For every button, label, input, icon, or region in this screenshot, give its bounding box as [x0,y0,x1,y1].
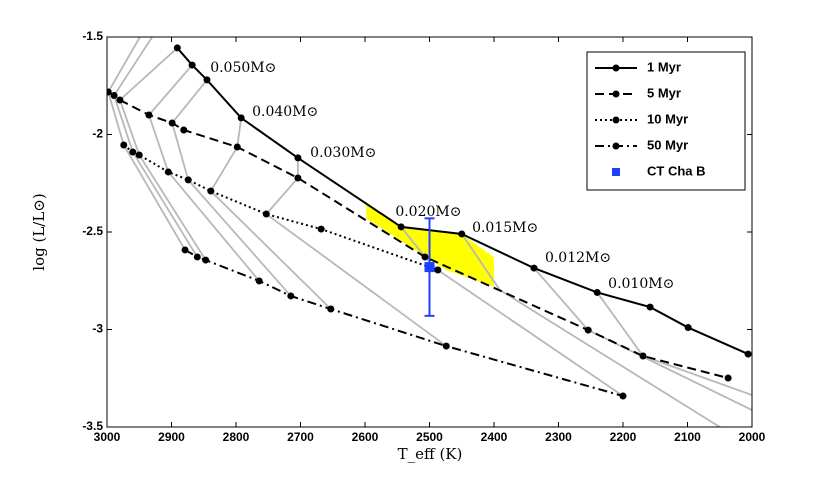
isochrone-line [107,91,729,380]
isochrone-point [684,324,692,332]
isochrone-point [327,305,335,313]
mass-label: 0.012M⊙ [545,250,611,266]
isochrone-point [202,256,210,264]
isochrone-point [233,143,241,151]
x-tick-label: 2900 [158,430,185,444]
isochrone-point [294,154,302,162]
isochrone-point [135,151,143,159]
isochrone-point [530,264,538,272]
isochrone-point [120,141,128,149]
isochrone-point [744,350,752,358]
x-tick-label: 3000 [94,430,121,444]
isochrone-point [294,174,302,182]
isochrone-point [421,253,429,261]
mass-track [264,157,447,347]
legend-label: CT Cha B [647,163,706,178]
y-tick-label: -2.5 [82,224,103,238]
mass-label: 0.040M⊙ [252,104,318,120]
x-tick-label: 2200 [610,430,637,444]
mass-track [113,37,199,258]
isochrone-point [145,111,153,119]
mass-track [107,37,186,251]
legend-marker [612,90,620,98]
legend-marker [612,64,620,72]
isochrone-point [188,61,196,69]
isochrone-point [116,96,124,104]
isochrone-point [593,288,601,296]
legend-marker [612,168,620,176]
isochrone-point [173,44,181,52]
x-axis-label: T_eff (K) [398,445,463,463]
isochrone-point [458,230,466,238]
isochrone-point [584,326,592,334]
isochrone-point [434,266,442,274]
mass-track [147,64,260,282]
mass-label: 0.020M⊙ [395,204,461,220]
isochrone-point [317,225,325,233]
mass-track [118,47,207,261]
isochrone-point [255,277,263,285]
isochrone-point [203,76,211,84]
isochrone-point [724,374,732,382]
isochrone-point [193,253,201,261]
legend-label: 5 Myr [647,85,681,100]
x-tick-label: 2300 [545,430,572,444]
isochrone-point [646,303,654,311]
y-tick-label: -3.5 [82,419,103,433]
isochrone-point [287,292,295,300]
isochrone-point [262,210,270,218]
isochrone-line [184,249,624,397]
isochrone-point [207,187,215,195]
isochrone-point [237,114,245,122]
x-tick-label: 2600 [352,430,379,444]
x-tick-label: 2100 [674,430,701,444]
legend-label: 1 Myr [647,59,681,74]
y-tick-label: -2 [92,127,103,141]
isochrone-point [639,352,647,360]
isochrone-point [168,119,176,127]
legend-label: 50 Myr [647,137,688,152]
isochrone-point [442,342,450,350]
mass-track [171,79,292,297]
legend-marker [612,142,620,150]
mass-label: 0.015M⊙ [472,220,538,236]
isochrone-point [164,168,172,176]
isochrone-point [181,246,189,254]
mass-track [209,117,332,310]
isochrone-line [123,144,439,271]
mass-label: 0.050M⊙ [210,60,276,76]
isochrone-point [180,126,188,134]
mass-label: 0.030M⊙ [310,145,376,161]
object-point [424,262,435,273]
y-tick-label: -3 [92,322,103,336]
mass-label: 0.010M⊙ [608,276,674,292]
isochrone-point [129,148,137,156]
x-tick-label: 2500 [416,430,443,444]
x-tick-label: 2400 [481,430,508,444]
plot-area [107,37,752,427]
x-tick-label: 2000 [739,430,766,444]
x-tick-label: 2700 [287,430,314,444]
isochrone-point [397,223,405,231]
legend-marker [612,116,620,124]
isochrone-point [110,92,118,99]
y-tick-label: -1.5 [82,29,103,43]
legend-label: 10 Myr [647,111,688,126]
y-axis-label: log (L/L⊙) [30,193,48,270]
isochrone-point [184,176,192,184]
isochrone-point [107,88,112,96]
x-tick-label: 2800 [223,430,250,444]
isochrone-point [619,392,627,400]
